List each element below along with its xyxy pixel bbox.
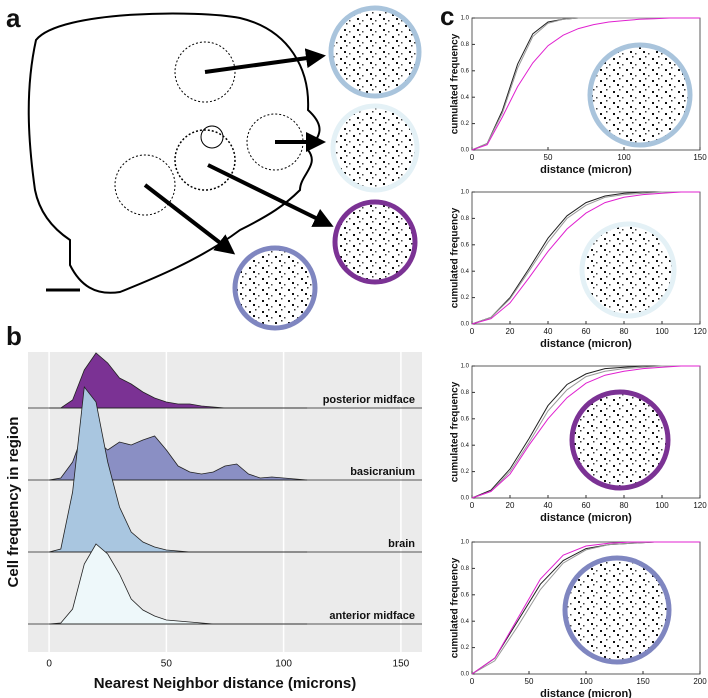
y-tick-label: 0.0: [461, 496, 470, 502]
y-axis-label: Cell frequency in region: [5, 417, 22, 588]
x-tick-label: 50: [161, 659, 173, 670]
x-tick-label: 60: [582, 327, 591, 336]
y-tick-label: 0.8: [461, 390, 470, 396]
x-tick-label: 60: [582, 501, 591, 510]
x-tick-label: 120: [693, 501, 707, 510]
y-axis-label: cumulated frequency: [450, 381, 461, 482]
y-tick-label: 0.8: [461, 42, 470, 48]
x-tick-label: 120: [693, 327, 707, 336]
x-tick-label: 150: [693, 153, 707, 162]
x-tick-label: 100: [617, 153, 631, 162]
x-tick-label: 50: [525, 677, 534, 686]
y-tick-label: 0.2: [461, 645, 470, 651]
y-tick-label: 0.6: [461, 592, 470, 598]
x-axis-label: distance (micron): [540, 512, 632, 524]
head-diagram: [27, 12, 334, 294]
y-tick-label: 0.2: [461, 469, 470, 475]
y-tick-label: 0.0: [461, 672, 470, 678]
y-tick-label: 0.2: [461, 295, 470, 301]
cdf-line: [471, 191, 700, 325]
x-tick-label: 0: [470, 153, 475, 162]
x-tick-label: 50: [544, 153, 553, 162]
x-axis-label: Nearest Neighbor distance (microns): [94, 675, 357, 692]
panel-label: c: [440, 1, 454, 31]
x-tick-label: 100: [655, 327, 669, 336]
y-tick-label: 0.6: [461, 416, 470, 422]
panel-label: b: [6, 321, 22, 351]
cdf-line: [471, 17, 700, 151]
x-tick-label: 200: [693, 677, 707, 686]
x-tick-label: 80: [620, 501, 629, 510]
y-tick-label: 0.4: [461, 443, 470, 449]
x-tick-label: 0: [46, 659, 52, 670]
x-tick-label: 0: [470, 677, 475, 686]
series-label: brain: [388, 538, 415, 550]
y-tick-label: 0.6: [461, 68, 470, 74]
x-axis-label: distance (micron): [540, 338, 632, 350]
cdf-line: [471, 365, 700, 499]
y-tick-label: 0.0: [461, 322, 470, 328]
y-tick-label: 0.4: [461, 269, 470, 275]
y-axis-label: cumulated frequency: [450, 557, 461, 658]
y-tick-label: 0.8: [461, 566, 470, 572]
series-label: basicranium: [350, 466, 415, 478]
cdf-line: [471, 541, 700, 675]
x-tick-label: 150: [393, 659, 410, 670]
x-tick-label: 40: [544, 501, 553, 510]
y-tick-label: 0.2: [461, 121, 470, 127]
y-tick-label: 1.0: [461, 364, 470, 370]
y-tick-label: 0.0: [461, 148, 470, 154]
series-label: posterior midface: [323, 394, 415, 406]
panel-label: a: [6, 3, 21, 33]
x-tick-label: 40: [544, 327, 553, 336]
y-tick-label: 1.0: [461, 540, 470, 546]
x-tick-label: 100: [579, 677, 593, 686]
x-axis-label: distance (micron): [540, 164, 632, 176]
x-tick-label: 0: [470, 501, 475, 510]
y-tick-label: 0.4: [461, 619, 470, 625]
y-tick-label: 0.4: [461, 95, 470, 101]
y-axis-label: cumulated frequency: [450, 207, 461, 308]
x-tick-label: 100: [275, 659, 292, 670]
series-label: anterior midface: [329, 610, 415, 622]
cdf-line: [471, 365, 700, 499]
x-tick-label: 100: [655, 501, 669, 510]
y-tick-label: 0.6: [461, 242, 470, 248]
x-tick-label: 150: [636, 677, 650, 686]
y-tick-label: 0.8: [461, 216, 470, 222]
cell-insets: [232, 5, 693, 665]
x-tick-label: 80: [620, 327, 629, 336]
x-tick-label: 0: [470, 327, 475, 336]
cdf-line: [471, 191, 700, 325]
y-tick-label: 1.0: [461, 190, 470, 196]
x-axis-label: distance (micron): [540, 688, 632, 698]
x-tick-label: 20: [506, 501, 515, 510]
x-tick-label: 20: [506, 327, 515, 336]
y-tick-label: 1.0: [461, 16, 470, 22]
y-axis-label: cumulated frequency: [450, 33, 461, 134]
